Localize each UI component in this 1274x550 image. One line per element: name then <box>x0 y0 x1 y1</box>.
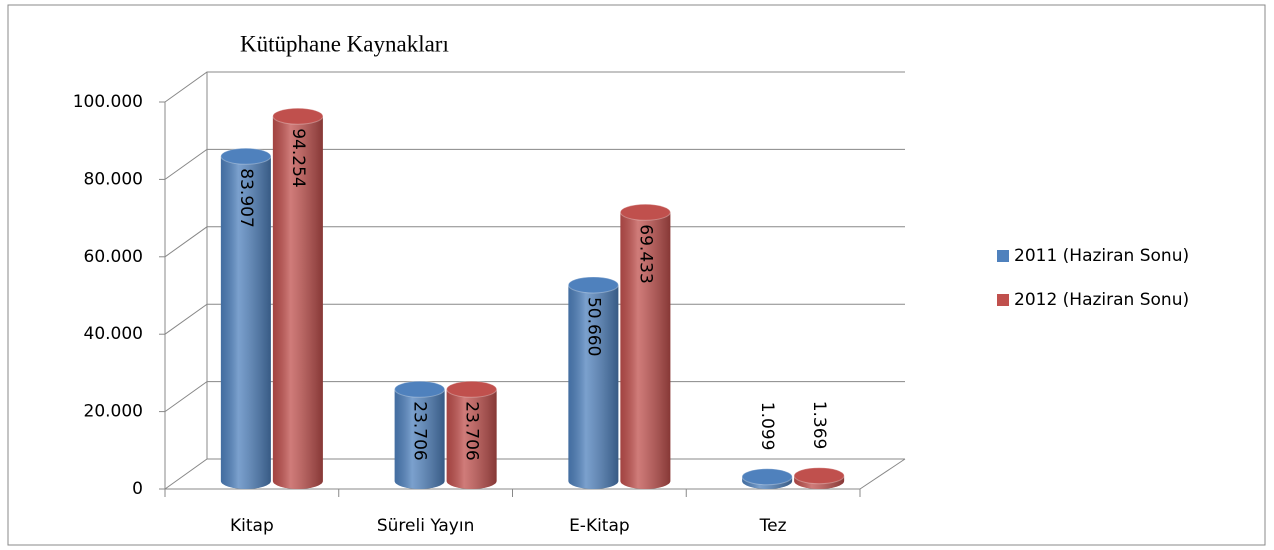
value-label: 83.907 <box>236 168 256 227</box>
bar-top <box>619 203 671 221</box>
bar-shade <box>620 212 671 489</box>
value-label: 1.099 <box>757 402 777 451</box>
value-label: 23.706 <box>462 401 482 460</box>
y-tick-label: 0 <box>132 479 143 499</box>
legend-swatch <box>997 250 1009 262</box>
y-tick-label: 80.000 <box>84 169 143 189</box>
y-tick-label: 20.000 <box>84 402 143 422</box>
legend-swatch <box>997 294 1009 306</box>
grid-line <box>164 458 905 490</box>
grid-line <box>164 148 905 180</box>
bar-shade <box>568 284 619 489</box>
bar-top <box>741 468 793 486</box>
bar-top <box>394 380 446 398</box>
value-label: 69.433 <box>635 224 655 283</box>
bar-top <box>272 107 324 125</box>
grid-line <box>164 226 905 258</box>
x-tick-label: Tez <box>759 516 787 536</box>
bar-shade <box>220 156 271 489</box>
x-tick-label: E-Kitap <box>569 516 630 536</box>
bar-shade <box>446 389 497 489</box>
y-tick-label: 100.000 <box>73 92 143 112</box>
bar <box>446 380 498 489</box>
x-tick-label: Kitap <box>230 516 274 536</box>
bar <box>394 380 446 489</box>
x-tick-label: Süreli Yayın <box>377 516 475 536</box>
grid-line <box>164 71 905 103</box>
bar <box>793 467 845 489</box>
bar-top <box>446 380 498 398</box>
grid-line <box>164 381 905 413</box>
bar <box>619 203 671 489</box>
legend-label: 2012 (Haziran Sonu) <box>1014 290 1189 310</box>
bar-top <box>567 276 619 294</box>
legend-label: 2011 (Haziran Sonu) <box>1014 246 1189 266</box>
bar-top <box>793 467 845 485</box>
chart-title: Kütüphane Kaynakları <box>240 31 449 56</box>
y-tick-label: 40.000 <box>84 324 143 344</box>
value-label: 1.369 <box>809 401 829 450</box>
bar <box>567 276 619 489</box>
bar <box>741 468 793 489</box>
y-tick-label: 60.000 <box>84 247 143 267</box>
bar <box>272 107 324 489</box>
bar-shade <box>394 389 445 489</box>
bar-shade <box>272 116 323 489</box>
value-label: 50.660 <box>583 297 603 356</box>
bar <box>220 147 272 489</box>
axis-line <box>859 458 906 490</box>
grid-line <box>164 303 905 335</box>
bar-top <box>220 147 272 165</box>
value-label: 23.706 <box>410 401 430 460</box>
value-label: 94.254 <box>288 128 308 187</box>
